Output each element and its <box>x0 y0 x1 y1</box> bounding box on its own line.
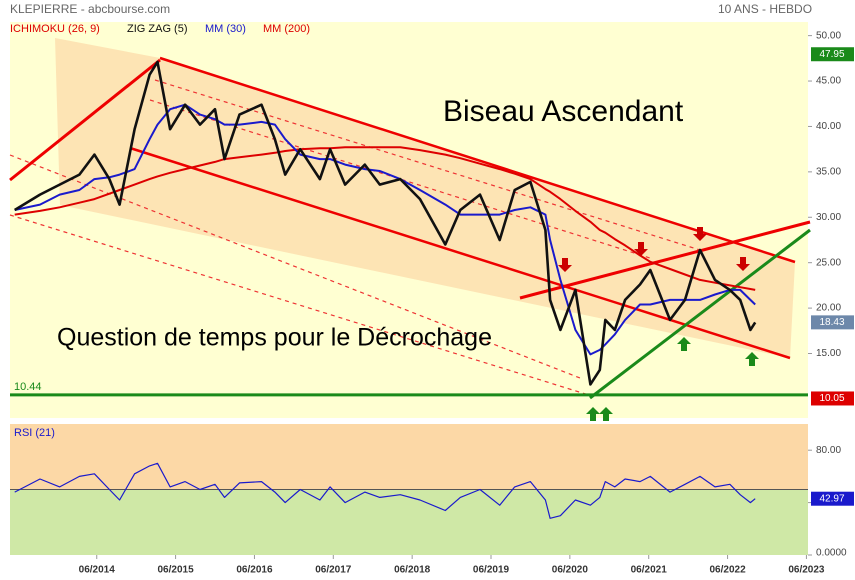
arrow-down <box>634 242 648 256</box>
trend-line <box>519 220 811 300</box>
series-line <box>14 103 756 356</box>
price-tag-label: 10.05 <box>819 393 844 404</box>
price-tag-label: 47.95 <box>819 49 844 60</box>
legend-entry: ZIG ZAG (5) <box>127 23 188 35</box>
trend-line <box>159 56 796 264</box>
x-tick-label: 06/2014 <box>79 565 116 576</box>
trend-line <box>589 228 811 400</box>
arrow-up <box>745 352 759 366</box>
x-tick-label: 06/2021 <box>631 565 668 576</box>
y2-tick-label: 80.00 <box>816 445 841 456</box>
x-tick-label: 06/2022 <box>709 565 746 576</box>
y-tick-label: 30.00 <box>816 212 841 223</box>
rsi-upper-zone <box>10 424 808 490</box>
x-tick-label: 06/2016 <box>236 565 273 576</box>
legend-entry: ICHIMOKU (26, 9) <box>10 23 100 35</box>
y-tick-label: 50.00 <box>816 30 841 41</box>
x-tick-label: 06/2020 <box>552 565 589 576</box>
y-tick-label: 35.00 <box>816 167 841 178</box>
x-tick-label: 06/2018 <box>394 565 431 576</box>
support-label: 10.44 <box>14 381 42 393</box>
price-tag <box>811 491 854 506</box>
arrow-down <box>736 257 750 271</box>
arrow-down <box>693 227 707 241</box>
arrow-up <box>599 407 613 421</box>
y2-tick-label: 0.0000 <box>816 548 847 559</box>
annotation: Question de temps pour le Décrochage <box>57 324 492 352</box>
x-tick-label: 06/2017 <box>315 565 352 576</box>
y-tick-label: 20.00 <box>816 303 841 314</box>
arrow-up <box>586 407 600 421</box>
x-tick-label: 06/2023 <box>788 565 825 576</box>
chart-subtitle: 10 ANS - HEBDO <box>718 2 812 16</box>
price-tag <box>811 315 854 330</box>
channel-band <box>55 38 795 358</box>
arrow-up <box>677 337 691 351</box>
x-tick-label: 06/2015 <box>158 565 195 576</box>
rsi-label: RSI (21) <box>14 427 55 439</box>
dashed-line <box>9 154 581 379</box>
trend-line <box>9 58 161 182</box>
series-line <box>14 146 756 291</box>
price-tag-label: 42.97 <box>819 493 844 504</box>
x-tick-label: 06/2019 <box>473 565 510 576</box>
price-tag <box>811 391 854 406</box>
y-tick-label: 25.00 <box>816 257 841 268</box>
dashed-channels <box>9 79 701 397</box>
y-tick-label: 15.00 <box>816 348 841 359</box>
trend-line <box>129 146 791 360</box>
chart-title: KLEPIERRE - abcbourse.com <box>10 2 170 16</box>
annotation: Biseau Ascendant <box>443 95 684 128</box>
legend-entry: MM (200) <box>263 23 310 35</box>
series-line <box>14 60 757 386</box>
price-tag-label: 18.43 <box>819 317 844 328</box>
dashed-line <box>9 214 593 397</box>
dashed-line <box>154 79 701 251</box>
rsi-line <box>14 462 756 519</box>
arrow-down <box>558 258 572 272</box>
y-tick-label: 40.00 <box>816 121 841 132</box>
legend-entry: MM (30) <box>205 23 246 35</box>
y-tick-label: 45.00 <box>816 76 841 87</box>
price-tag <box>811 47 854 62</box>
